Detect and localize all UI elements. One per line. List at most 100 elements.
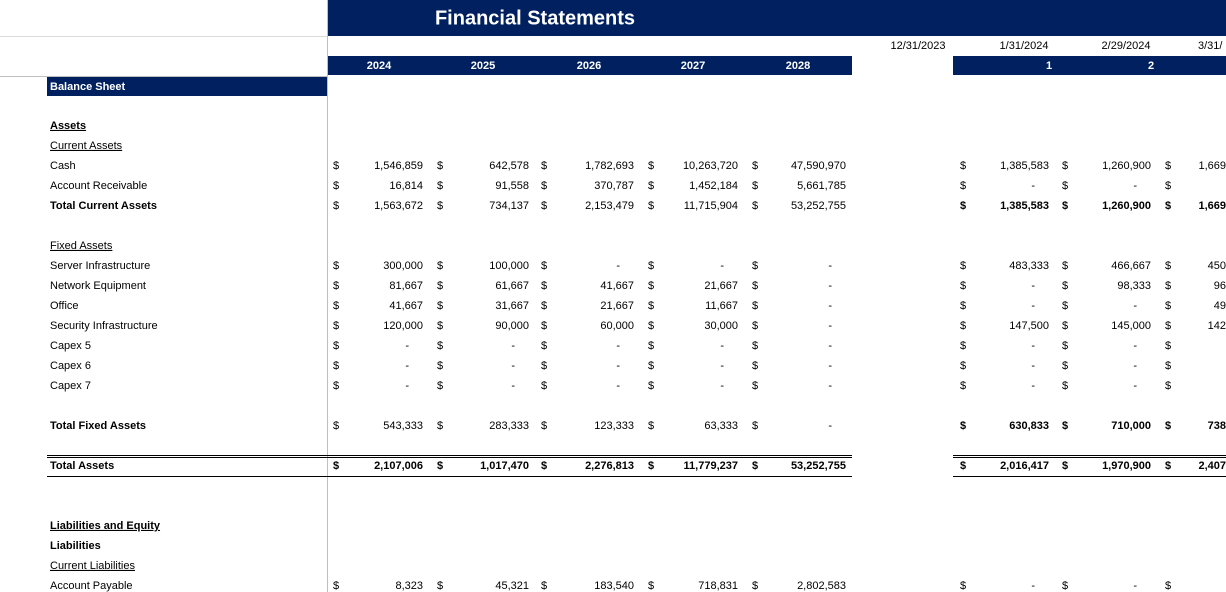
cell-value: 21,667 [600,300,634,312]
cell-value: - [616,360,620,372]
cell-value: - [1133,180,1137,192]
currency-sign: $ [333,380,339,392]
currency-sign: $ [752,320,758,332]
cell-value: 1,385,583 [1000,160,1049,172]
cell-value: 98,333 [1117,280,1151,292]
row-label: Capex 7 [50,380,91,392]
cell-value: - [1031,280,1035,292]
row-label: Account Payable [50,580,133,592]
cell-value: 41,667 [389,300,423,312]
cell-value: - [720,260,724,272]
currency-sign: $ [752,300,758,312]
cell-value: 11,715,904 [684,200,738,212]
currency-sign: $ [1062,180,1068,192]
cell-value: 147,500 [1009,320,1049,332]
cell-value: - [1031,340,1035,352]
currency-sign: $ [960,460,966,472]
currency-sign: $ [437,320,443,332]
currency-sign: $ [541,260,547,272]
cell-value: 10,263,720 [683,160,738,172]
currency-sign: $ [960,340,966,352]
cell-value: - [1031,180,1035,192]
currency-sign: $ [960,280,966,292]
cell-value: 96 [1214,280,1226,292]
currency-sign: $ [541,580,547,592]
row-label: Total Current Assets [50,200,157,212]
currency-sign: $ [648,180,654,192]
date-label: 1/31/2024 [1000,40,1049,52]
cell-value: - [720,340,724,352]
period-label: 2 [1148,60,1154,72]
currency-sign: $ [752,360,758,372]
currency-sign: $ [333,580,339,592]
cell-value: - [511,340,515,352]
cell-value: 450 [1208,260,1226,272]
cell-value: 21,667 [704,280,738,292]
cell-value: - [405,380,409,392]
cell-value: - [405,340,409,352]
cell-value: 483,333 [1009,260,1049,272]
currency-sign: $ [333,300,339,312]
currency-sign: $ [648,200,654,212]
currency-sign: $ [333,460,339,472]
year-label: 2026 [577,60,601,72]
cell-value: 61,667 [495,280,529,292]
currency-sign: $ [437,280,443,292]
currency-sign: $ [752,460,758,472]
cell-value: 2,407 [1198,460,1226,472]
currency-sign: $ [1165,320,1171,332]
currency-sign: $ [1062,260,1068,272]
year-label: 2027 [681,60,705,72]
currency-sign: $ [648,260,654,272]
cell-value: 300,000 [383,260,423,272]
title: Financial Statements [435,7,635,29]
row-label: Security Infrastructure [50,320,158,332]
cell-value: 2,016,417 [1000,460,1049,472]
cell-value: 11,779,237 [684,460,738,472]
currency-sign: $ [437,200,443,212]
cell-value: - [720,360,724,372]
currency-sign: $ [752,580,758,592]
currency-sign: $ [1062,380,1068,392]
currency-sign: $ [960,580,966,592]
cell-value: 2,276,813 [585,460,634,472]
currency-sign: $ [437,580,443,592]
currency-sign: $ [437,420,443,432]
cell-value: - [828,360,832,372]
currency-sign: $ [648,320,654,332]
currency-sign: $ [333,360,339,372]
currency-sign: $ [437,460,443,472]
cell-value: - [511,380,515,392]
cell-value: - [828,280,832,292]
cell-value: 90,000 [495,320,529,332]
period-band [953,56,1226,75]
currency-sign: $ [1062,340,1068,352]
currency-sign: $ [752,200,758,212]
row-label: Capex 5 [50,340,91,352]
cell-value: 123,333 [594,420,634,432]
cell-value: 145,000 [1111,320,1151,332]
currency-sign: $ [437,260,443,272]
year-label: 2024 [367,60,392,72]
currency-sign: $ [333,320,339,332]
cell-value: - [1133,340,1137,352]
currency-sign: $ [437,160,443,172]
currency-sign: $ [333,160,339,172]
currency-sign: $ [1165,420,1171,432]
cell-value: 60,000 [600,320,634,332]
row-label: Liabilities [50,540,101,552]
cell-value: - [828,320,832,332]
cell-value: 47,590,970 [791,160,846,172]
cell-value: 1,669 [1198,200,1226,212]
cell-value: 142 [1208,320,1226,332]
currency-sign: $ [437,180,443,192]
cell-value: 283,333 [489,420,529,432]
cell-value: - [405,360,409,372]
currency-sign: $ [541,460,547,472]
cell-value: - [1133,300,1137,312]
row-label: Network Equipment [50,280,146,292]
currency-sign: $ [333,420,339,432]
cell-value: 120,000 [383,320,423,332]
period-label: 1 [1046,60,1052,72]
